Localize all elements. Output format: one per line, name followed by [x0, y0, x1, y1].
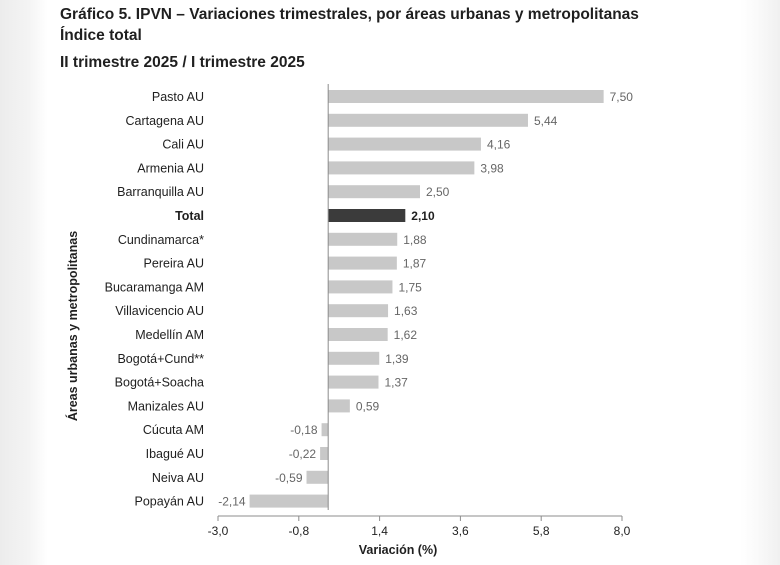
value-label-10: 1,62 — [394, 328, 418, 342]
value-label-1: 5,44 — [534, 114, 558, 128]
bar-8 — [328, 280, 393, 294]
category-label-5: Total — [175, 209, 204, 223]
bar-13 — [328, 399, 350, 413]
category-label-17: Popayán AU — [135, 495, 205, 509]
bar-3 — [328, 161, 475, 175]
bar-17 — [249, 494, 329, 508]
x-tick-label-0: -3,0 — [208, 524, 229, 538]
category-label-4: Barranquilla AU — [117, 185, 204, 199]
category-label-14: Cúcuta AM — [143, 423, 204, 437]
chart-subtitle: Índice total — [60, 27, 142, 44]
bar-14 — [321, 423, 329, 437]
category-label-11: Bogotá+Cund** — [117, 352, 204, 366]
bar-12 — [328, 375, 379, 389]
x-tick-label-1: -0,8 — [288, 524, 309, 538]
value-label-17: -2,14 — [218, 495, 246, 509]
category-label-12: Bogotá+Soacha — [115, 376, 204, 390]
value-label-13: 0,59 — [356, 399, 380, 413]
category-label-15: Ibagué AU — [146, 447, 204, 461]
chart-titles: Gráfico 5. IPVN – Variaciones trimestral… — [60, 4, 760, 73]
category-label-13: Manizales AU — [128, 399, 204, 413]
bar-10 — [328, 328, 388, 341]
category-label-6: Cundinamarca* — [118, 233, 204, 247]
bar-16 — [306, 470, 329, 484]
category-label-7: Pereira AU — [144, 257, 204, 271]
bar-9 — [328, 304, 389, 318]
category-label-16: Neiva AU — [152, 471, 204, 485]
bar-1 — [328, 113, 528, 127]
bar-11 — [328, 351, 380, 365]
value-label-16: -0,59 — [275, 471, 303, 485]
bar-4 — [328, 185, 420, 199]
bar-15 — [320, 447, 329, 460]
bar-0 — [328, 90, 604, 103]
chart-period: II trimestre 2025 / I trimestre 2025 — [60, 54, 305, 71]
value-label-11: 1,39 — [385, 352, 409, 366]
x-tick-label-5: 8,0 — [614, 524, 631, 538]
value-label-12: 1,37 — [384, 376, 408, 390]
x-tick-label-3: 3,6 — [452, 524, 469, 538]
value-label-8: 1,75 — [398, 280, 422, 294]
category-label-1: Cartagena AU — [125, 114, 204, 128]
bar-5 — [328, 209, 406, 222]
bar-6 — [328, 232, 398, 246]
value-label-0: 7,50 — [610, 90, 634, 104]
value-label-7: 1,87 — [403, 257, 427, 271]
value-label-15: -0,22 — [289, 447, 317, 461]
bar-2 — [328, 137, 481, 151]
value-label-4: 2,50 — [426, 185, 450, 199]
value-label-3: 3,98 — [480, 161, 504, 175]
left-background-strip — [0, 0, 48, 565]
category-label-3: Armenia AU — [137, 161, 204, 175]
value-label-6: 1,88 — [403, 233, 427, 247]
value-label-14: -0,18 — [290, 423, 318, 437]
x-axis-title: Variación (%) — [359, 543, 438, 557]
chart-title: Gráfico 5. IPVN – Variaciones trimestral… — [60, 6, 639, 23]
x-tick-label-2: 1,4 — [371, 524, 388, 538]
category-label-8: Bucaramanga AM — [105, 280, 204, 294]
bar-7 — [328, 256, 397, 270]
category-label-2: Cali AU — [162, 138, 204, 152]
category-label-0: Pasto AU — [152, 90, 204, 104]
category-label-9: Villavicencio AU — [115, 304, 204, 318]
value-label-9: 1,63 — [394, 304, 418, 318]
value-label-2: 4,16 — [487, 138, 511, 152]
x-tick-label-4: 5,8 — [533, 524, 550, 538]
value-label-5: 2,10 — [411, 209, 435, 223]
category-label-10: Medellín AM — [135, 328, 204, 342]
right-background-strip — [740, 0, 780, 565]
y-axis-title: Áreas urbanas y metropolitanas — [65, 231, 80, 421]
